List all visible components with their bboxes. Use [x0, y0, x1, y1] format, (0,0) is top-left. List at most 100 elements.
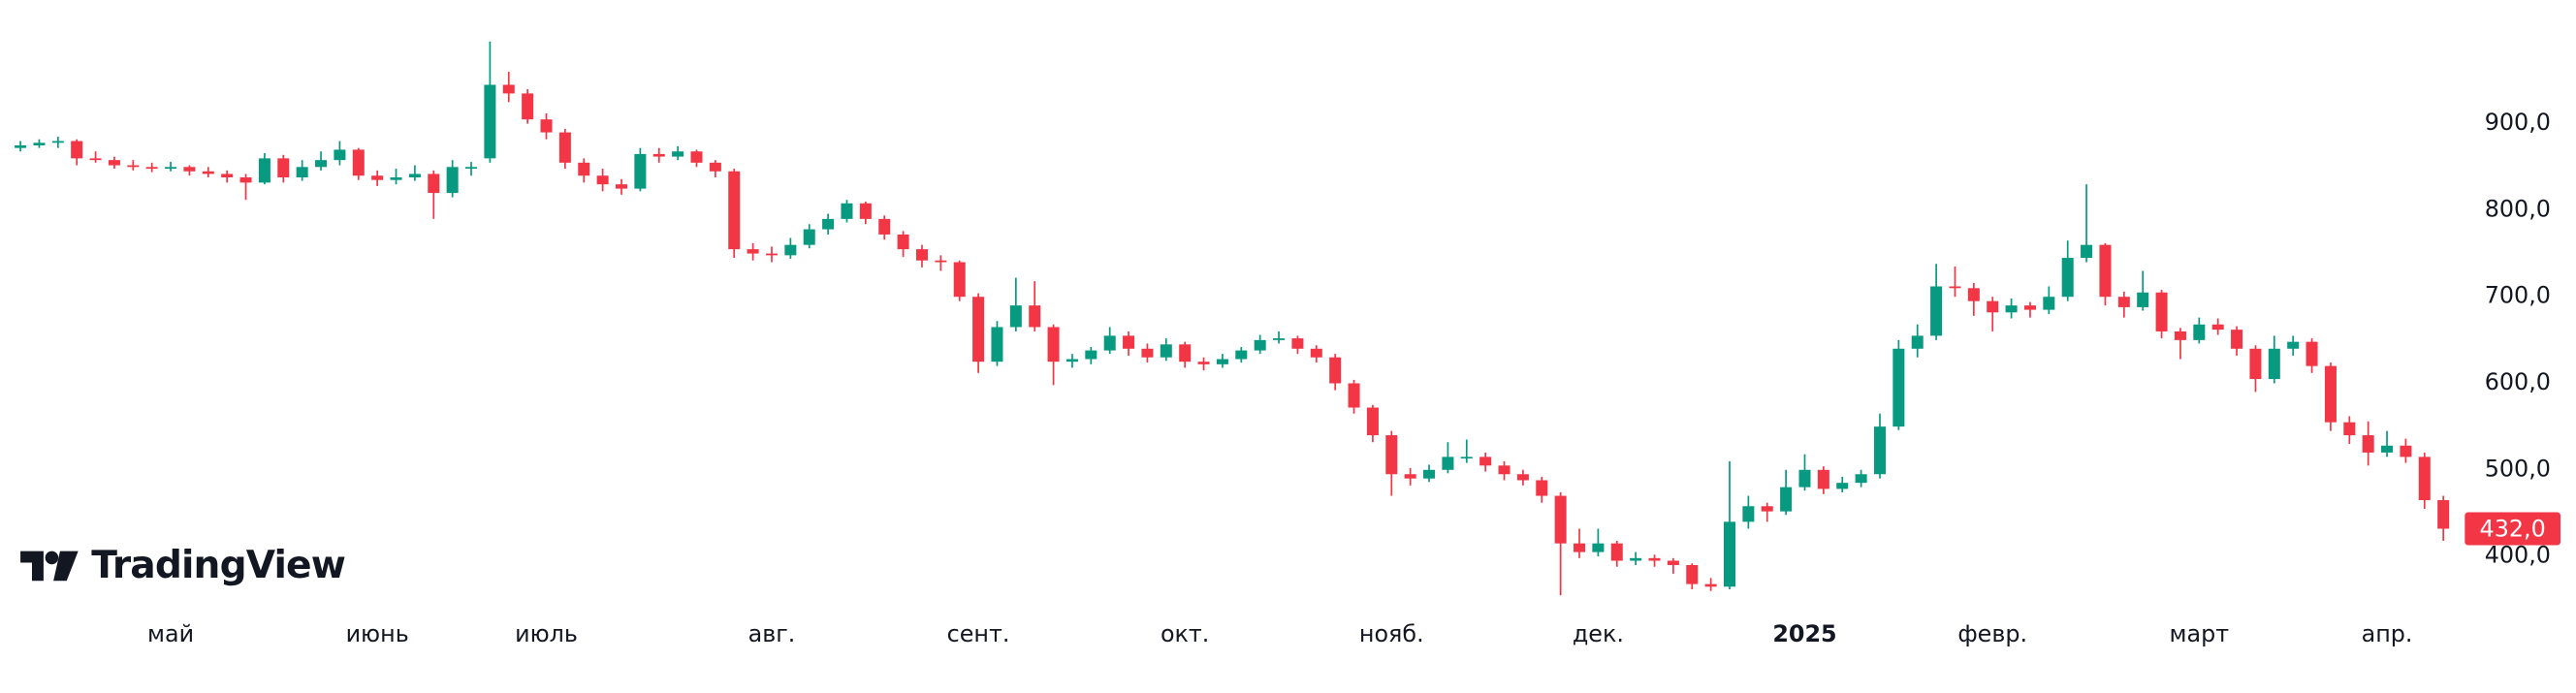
- candle-body: [1404, 474, 1416, 479]
- candle-body: [841, 203, 853, 219]
- candle-body: [2005, 305, 2018, 313]
- candle-body: [1385, 435, 1398, 475]
- candle-body: [1273, 338, 1286, 340]
- candle-body: [953, 262, 966, 298]
- candle-body: [1310, 348, 1322, 358]
- candle-body: [578, 162, 590, 176]
- candle-body: [2362, 435, 2374, 453]
- candle-body: [652, 153, 665, 157]
- candle-body: [1216, 359, 1228, 364]
- candle-body: [1009, 305, 1022, 328]
- candle-body: [465, 167, 478, 170]
- candle-body: [446, 167, 459, 194]
- candle-body: [1967, 288, 1980, 301]
- candle-body: [522, 93, 534, 120]
- watermark: TradingView: [91, 544, 345, 587]
- candle-body: [1123, 335, 1135, 349]
- logo-mark: [20, 551, 44, 582]
- candle-body: [1103, 335, 1116, 351]
- candle-body: [747, 249, 759, 254]
- candle-body: [1817, 469, 1829, 489]
- candle-body: [991, 327, 1003, 362]
- candle-body: [897, 234, 909, 250]
- candle-body: [1554, 495, 1567, 544]
- candle-body: [145, 167, 158, 170]
- x-tick-label: февр.: [1957, 620, 2027, 647]
- candle-body: [690, 151, 703, 163]
- candle-body: [428, 173, 440, 194]
- candle-body: [1667, 560, 1679, 565]
- logo-mark: [45, 551, 59, 565]
- candle-body: [1873, 426, 1886, 475]
- candle-body: [502, 84, 515, 94]
- x-tick-label: май: [147, 620, 194, 647]
- candle-body: [51, 141, 64, 143]
- candle-body: [803, 229, 815, 245]
- candle-body: [1592, 543, 1605, 552]
- candle-body: [2400, 445, 2412, 457]
- logo-mark: [53, 551, 79, 582]
- candle-body: [2324, 365, 2337, 423]
- candle-body: [935, 260, 947, 263]
- candle-body: [127, 165, 140, 168]
- candle-body: [2231, 330, 2243, 349]
- candle-body: [484, 84, 496, 159]
- candle-body: [1235, 350, 1248, 360]
- candle-body: [878, 218, 891, 235]
- candle-body: [672, 151, 684, 157]
- candle-body: [2211, 324, 2224, 331]
- candle-body: [1855, 474, 1867, 484]
- y-tick-label: 900,0: [2485, 109, 2551, 136]
- candle-body: [390, 177, 402, 180]
- candle-body: [2437, 500, 2450, 529]
- candle-body: [1610, 543, 1623, 561]
- candle-body: [1911, 335, 1924, 349]
- candle-body: [2381, 445, 2394, 453]
- candle-body: [371, 175, 384, 180]
- candle-body: [709, 162, 721, 172]
- x-tick-label: авг.: [748, 620, 796, 647]
- candle-body: [1498, 465, 1511, 475]
- candle-body: [2155, 292, 2168, 331]
- candle-body: [972, 297, 985, 362]
- candle-body: [859, 203, 872, 219]
- candle-body: [1949, 286, 1961, 289]
- candle-body: [728, 171, 741, 250]
- candle-body: [2174, 331, 2186, 340]
- candle-body: [2249, 348, 2262, 380]
- candle-body: [1836, 483, 1849, 489]
- y-tick-label: 700,0: [2485, 282, 2551, 309]
- candle-body: [1179, 344, 1192, 362]
- x-tick-label: сент.: [947, 620, 1010, 647]
- candle-body: [239, 177, 252, 183]
- candle-body: [2287, 341, 2300, 349]
- candle-body: [2117, 297, 2130, 307]
- y-tick-label: 500,0: [2485, 455, 2551, 482]
- candle-body: [183, 167, 196, 172]
- candle-body: [1704, 583, 1717, 587]
- candle-body: [540, 119, 553, 133]
- candle-body: [1780, 487, 1793, 512]
- candle-body: [2061, 258, 2074, 298]
- x-tick-label: июль: [515, 620, 578, 647]
- candle-body: [315, 160, 328, 168]
- candle-body: [1479, 457, 1492, 466]
- candle-body: [1798, 469, 1811, 488]
- candle-body: [2023, 305, 2036, 310]
- candle-body: [1442, 457, 1454, 470]
- candle-body: [634, 153, 647, 189]
- last-price-label: 432,0: [2480, 516, 2546, 543]
- candle-body: [202, 171, 214, 174]
- candle-body: [408, 173, 421, 178]
- candle-body: [1761, 506, 1773, 512]
- candle-body: [558, 132, 571, 163]
- candle-body: [258, 158, 270, 183]
- candle-body: [1029, 305, 1041, 328]
- x-tick-label: март: [2170, 620, 2230, 647]
- candle-body: [1329, 357, 1342, 384]
- candle-body: [108, 160, 120, 166]
- candle-body: [1536, 480, 1548, 496]
- candle-body: [334, 149, 346, 161]
- candle-body: [615, 184, 628, 189]
